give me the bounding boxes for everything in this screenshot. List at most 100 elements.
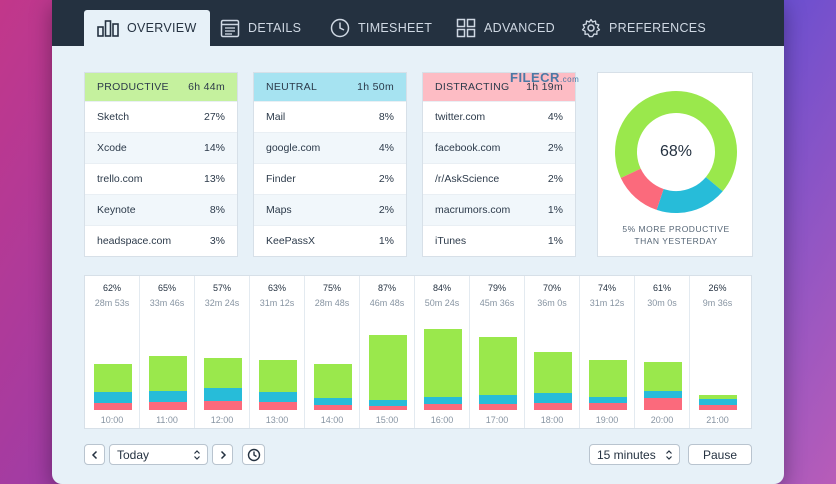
- tab-timesheet[interactable]: TIMESHEET: [330, 10, 432, 46]
- list-item[interactable]: google.com 4%: [254, 132, 406, 163]
- hour-productive-percent: 26%: [708, 283, 727, 293]
- app-name: Mail: [266, 111, 286, 123]
- donut-center-label: 68%: [659, 143, 693, 160]
- list-item[interactable]: macrumors.com 1%: [423, 194, 575, 225]
- tab-label: ADVANCED: [484, 21, 555, 35]
- productive-header: PRODUCTIVE 6h 44m: [85, 73, 237, 101]
- app-percent: 4%: [547, 111, 563, 123]
- hour-productive-percent: 63%: [267, 283, 286, 293]
- hour-column[interactable]: 75% 28m 48s 14:00: [305, 276, 360, 428]
- hour-duration: 45m 36s: [479, 298, 515, 308]
- hour-productive-percent: 87%: [377, 283, 396, 293]
- list-item[interactable]: Maps 2%: [254, 194, 406, 225]
- app-name: twitter.com: [435, 111, 486, 123]
- neutral-card: NEUTRAL 1h 50m Mail 8% google.com 4% Finde…: [253, 72, 407, 257]
- hour-column[interactable]: 61% 30m 0s 20:00: [635, 276, 690, 428]
- hour-column[interactable]: 74% 31m 12s 19:00: [580, 276, 635, 428]
- app-percent: 2%: [378, 173, 394, 185]
- tab-preferences[interactable]: PREFERENCES: [581, 10, 706, 46]
- app-name: Maps: [266, 204, 292, 216]
- list-item[interactable]: Mail 8%: [254, 101, 406, 132]
- pause-button[interactable]: Pause: [688, 444, 752, 465]
- app-name: macrumors.com: [435, 204, 511, 216]
- gear-icon: [581, 18, 601, 38]
- hourly-activity-chart: 62% 28m 53s 10:00 65% 33m 46s 11:00 57% 32m 24s…: [84, 275, 752, 429]
- app-percent: 8%: [209, 204, 225, 216]
- hour-column[interactable]: 57% 32m 24s 12:00: [195, 276, 250, 428]
- hour-duration: 31m 12s: [259, 298, 295, 308]
- bar-segment-distracting: [479, 403, 517, 410]
- app-name: facebook.com: [435, 142, 501, 154]
- bar-segment-distracting: [424, 403, 462, 410]
- hour-label: 21:00: [706, 415, 729, 425]
- bar-segment-distracting: [259, 402, 297, 410]
- hour-column[interactable]: 79% 45m 36s 17:00: [470, 276, 525, 428]
- donut-segment-neutral: [615, 91, 737, 213]
- hour-column[interactable]: 70% 36m 0s 18:00: [525, 276, 580, 428]
- distracting-header: DISTRACTING 1h 19m: [423, 73, 575, 101]
- hour-column[interactable]: 65% 33m 46s 11:00: [140, 276, 195, 428]
- top-tab-bar: OVERVIEW DETAILS TIMESHEET: [52, 0, 784, 46]
- list-item[interactable]: Xcode 14%: [85, 132, 237, 163]
- bar-segment-distracting: [314, 404, 352, 410]
- next-day-button[interactable]: [212, 444, 233, 465]
- bar-segment-distracting: [644, 398, 682, 410]
- bar-segment-productive: [534, 352, 572, 393]
- list-item[interactable]: facebook.com 2%: [423, 132, 575, 163]
- hour-label: 13:00: [265, 415, 289, 425]
- app-percent: 14%: [203, 142, 225, 154]
- bar-segment-productive: [424, 329, 462, 398]
- hour-duration: 33m 46s: [149, 298, 185, 308]
- bar-segment-distracting: [699, 404, 737, 410]
- date-select-value: Today: [117, 447, 150, 462]
- history-button[interactable]: [242, 444, 265, 465]
- app-name: Keynote: [97, 204, 136, 216]
- tab-details[interactable]: DETAILS: [220, 10, 301, 46]
- list-item[interactable]: /r/AskScience 2%: [423, 163, 575, 194]
- hour-column[interactable]: 63% 31m 12s 13:00: [250, 276, 305, 428]
- bar-segment-productive: [589, 360, 627, 398]
- previous-day-button[interactable]: [84, 444, 105, 465]
- hour-productive-percent: 84%: [432, 283, 451, 293]
- bar-segment-neutral: [204, 387, 242, 402]
- bar-segment-neutral: [534, 392, 572, 404]
- hour-column[interactable]: 84% 50m 24s 16:00: [415, 276, 470, 428]
- hour-column[interactable]: 26% 9m 36s 21:00: [690, 276, 745, 428]
- bar-chart-icon: [97, 20, 119, 37]
- bar-segment-neutral: [369, 400, 407, 406]
- bar-segment-distracting: [204, 401, 242, 410]
- bar-segment-neutral: [424, 397, 462, 404]
- list-item[interactable]: trello.com 13%: [85, 163, 237, 194]
- category-title: DISTRACTING: [435, 81, 510, 93]
- bar-segment-productive: [314, 363, 352, 399]
- pause-button-label: Pause: [702, 447, 738, 462]
- hour-duration: 32m 24s: [204, 298, 240, 308]
- app-percent: 27%: [203, 111, 225, 123]
- caption-line: 5% MORE PRODUCTIVE: [622, 224, 730, 234]
- category-total: 1h 19m: [526, 81, 563, 93]
- interval-select[interactable]: 15 minutes: [589, 444, 680, 465]
- bar-segment-distracting: [534, 403, 572, 410]
- bar-segment-productive: [369, 335, 407, 401]
- list-item[interactable]: headspace.com 3%: [85, 225, 237, 256]
- list-item[interactable]: twitter.com 4%: [423, 101, 575, 132]
- list-item[interactable]: KeePassX 1%: [254, 225, 406, 256]
- date-select[interactable]: Today: [109, 444, 208, 465]
- hour-column[interactable]: 62% 28m 53s 10:00: [85, 276, 140, 428]
- hour-label: 19:00: [595, 415, 619, 425]
- app-percent: 3%: [209, 235, 225, 247]
- list-item[interactable]: iTunes 1%: [423, 225, 575, 256]
- hour-duration: 28m 48s: [314, 298, 350, 308]
- hour-column[interactable]: 87% 46m 48s 15:00: [360, 276, 415, 428]
- list-item[interactable]: Keynote 8%: [85, 194, 237, 225]
- productivity-donut-card: 68% 5% MORE PRODUCTIVE THAN YESTERDAY: [597, 72, 753, 257]
- bar-segment-productive: [94, 363, 132, 393]
- app-percent: 8%: [378, 111, 394, 123]
- tab-overview[interactable]: OVERVIEW: [84, 10, 210, 46]
- list-item[interactable]: Sketch 27%: [85, 101, 237, 132]
- hour-label: 14:00: [320, 415, 344, 425]
- hour-duration: 50m 24s: [424, 298, 460, 308]
- app-percent: 4%: [378, 142, 394, 154]
- list-item[interactable]: Finder 2%: [254, 163, 406, 194]
- tab-advanced[interactable]: ADVANCED: [456, 10, 555, 46]
